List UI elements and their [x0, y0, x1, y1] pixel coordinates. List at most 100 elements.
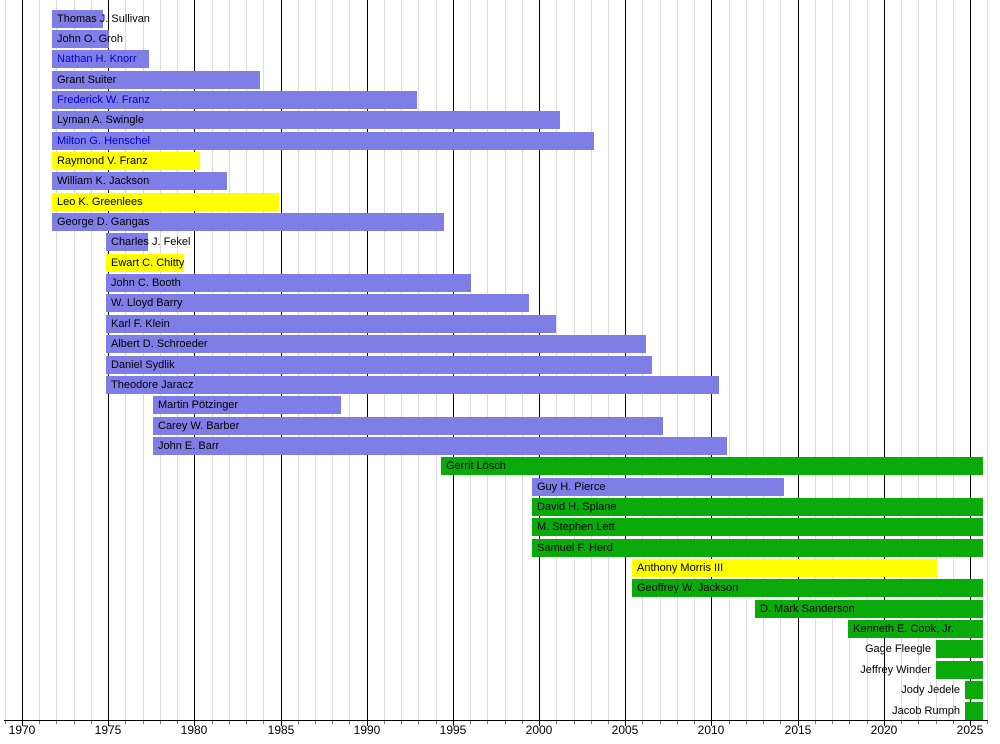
axis-tick-label: 2025	[956, 723, 984, 737]
member-name-label: Raymond V. Franz	[57, 155, 148, 167]
axis-tick	[56, 720, 57, 724]
axis-tick	[5, 720, 6, 724]
axis-tick-label: 1975	[94, 723, 122, 737]
axis-tick-label: 1990	[353, 723, 381, 737]
axis-tick	[401, 720, 402, 724]
member-name-label: Ewart C. Chitty	[111, 257, 185, 269]
timeline-bar: Nathan H. Knorr	[52, 50, 149, 68]
axis-tick	[815, 720, 816, 724]
axis-tick	[125, 720, 126, 724]
member-name-label: Daniel Sydlik	[111, 359, 175, 371]
axis-tick	[315, 720, 316, 724]
timeline-bar: Thomas J. Sullivan	[52, 10, 150, 28]
axis-tick	[953, 720, 954, 724]
member-name-link[interactable]: Frederick W. Franz	[57, 94, 150, 106]
axis-tick	[884, 720, 885, 726]
axis-tick-label: 2020	[870, 723, 898, 737]
axis-tick	[39, 720, 40, 724]
member-name-label: Guy H. Pierce	[537, 481, 606, 493]
timeline-bar: William K. Jackson	[52, 172, 227, 190]
gridline-minor	[5, 0, 6, 720]
axis-tick	[832, 720, 833, 724]
gridline-minor	[918, 0, 919, 720]
gridline-minor	[936, 0, 937, 720]
member-name-label: Leo K. Greenlees	[57, 196, 143, 208]
axis-tick	[384, 720, 385, 724]
axis-tick-label: 2015	[784, 723, 812, 737]
member-name-label: Thomas J. Sullivan	[57, 13, 150, 25]
member-name-label: Martin Pötzinger	[158, 399, 239, 411]
axis-tick	[763, 720, 764, 724]
timeline-bar: Grant Suiter	[52, 71, 260, 89]
timeline-bar	[965, 681, 983, 699]
axis-tick	[108, 720, 109, 726]
timeline-bar: Theodore Jaracz	[106, 376, 719, 394]
member-name-label: M. Stephen Lett	[537, 521, 615, 533]
timeline-bar: Martin Pötzinger	[153, 396, 341, 414]
gridline-minor	[815, 0, 816, 720]
gridline-major	[22, 0, 23, 720]
gridline-minor	[901, 0, 902, 720]
member-name-label: William K. Jackson	[57, 175, 150, 187]
gridline-minor	[91, 0, 92, 720]
axis-tick	[263, 720, 264, 724]
timeline-bar: M. Stephen Lett	[532, 518, 983, 536]
timeline-bar: John C. Booth	[106, 274, 471, 292]
timeline-bar: Ewart C. Chitty	[106, 254, 184, 272]
member-name-label: Grant Suiter	[57, 74, 117, 86]
timeline-bar: Lyman A. Swingle	[52, 111, 560, 129]
axis-tick	[298, 720, 299, 724]
member-name-link[interactable]: Milton G. Henschel	[57, 135, 150, 147]
timeline-bar: Samuel F. Herd	[532, 539, 983, 557]
axis-tick	[780, 720, 781, 724]
axis-tick-label: 1985	[267, 723, 295, 737]
member-name-label: Lyman A. Swingle	[57, 114, 145, 126]
axis-tick-label: 1980	[180, 723, 208, 737]
member-name-label: Geoffrey W. Jackson	[637, 582, 739, 594]
axis-tick	[91, 720, 92, 724]
axis-tick	[798, 720, 799, 726]
axis-tick	[591, 720, 592, 724]
member-name-label: John E. Barr	[158, 440, 220, 452]
member-name-link[interactable]: Nathan H. Knorr	[57, 53, 137, 65]
axis-tick	[574, 720, 575, 724]
timeline-bar: Leo K. Greenlees	[52, 193, 279, 211]
timeline-bar: D. Mark Sanderson	[755, 600, 983, 618]
member-name-label: Albert D. Schroeder	[111, 338, 208, 350]
axis-tick	[246, 720, 247, 724]
member-name-label: Jeffrey Winder	[860, 664, 931, 676]
timeline-bar	[965, 702, 983, 720]
axis-tick	[22, 720, 23, 726]
axis-tick	[470, 720, 471, 724]
gridline-minor	[74, 0, 75, 720]
axis-tick	[642, 720, 643, 724]
timeline-bar: Raymond V. Franz	[52, 152, 200, 170]
timeline-bar: Albert D. Schroeder	[106, 335, 646, 353]
member-name-label: Kenneth E. Cook, Jr.	[853, 623, 954, 635]
member-name-label: W. Lloyd Barry	[111, 297, 183, 309]
axis-tick	[436, 720, 437, 724]
timeline-bar: George D. Gangas	[52, 213, 444, 231]
axis-tick	[556, 720, 557, 724]
axis-tick	[936, 720, 937, 724]
axis-tick	[281, 720, 282, 726]
axis-tick	[729, 720, 730, 724]
gridline-minor	[677, 0, 678, 720]
gridline-minor	[694, 0, 695, 720]
timeline-bar	[936, 661, 983, 679]
axis-baseline	[4, 720, 988, 721]
axis-tick	[918, 720, 919, 724]
timeline-bar: Gerrit Lösch	[441, 457, 983, 475]
member-name-label: Karl F. Klein	[111, 318, 170, 330]
timeline-bar: Frederick W. Franz	[52, 91, 417, 109]
axis-tick	[487, 720, 488, 724]
timeline-bar: W. Lloyd Barry	[106, 294, 529, 312]
axis-tick	[212, 720, 213, 724]
gridline-minor	[746, 0, 747, 720]
axis-tick	[660, 720, 661, 724]
member-name-label: David H. Splane	[537, 501, 617, 513]
gridline-minor	[867, 0, 868, 720]
gridline-minor	[987, 0, 988, 720]
axis-tick	[625, 720, 626, 726]
